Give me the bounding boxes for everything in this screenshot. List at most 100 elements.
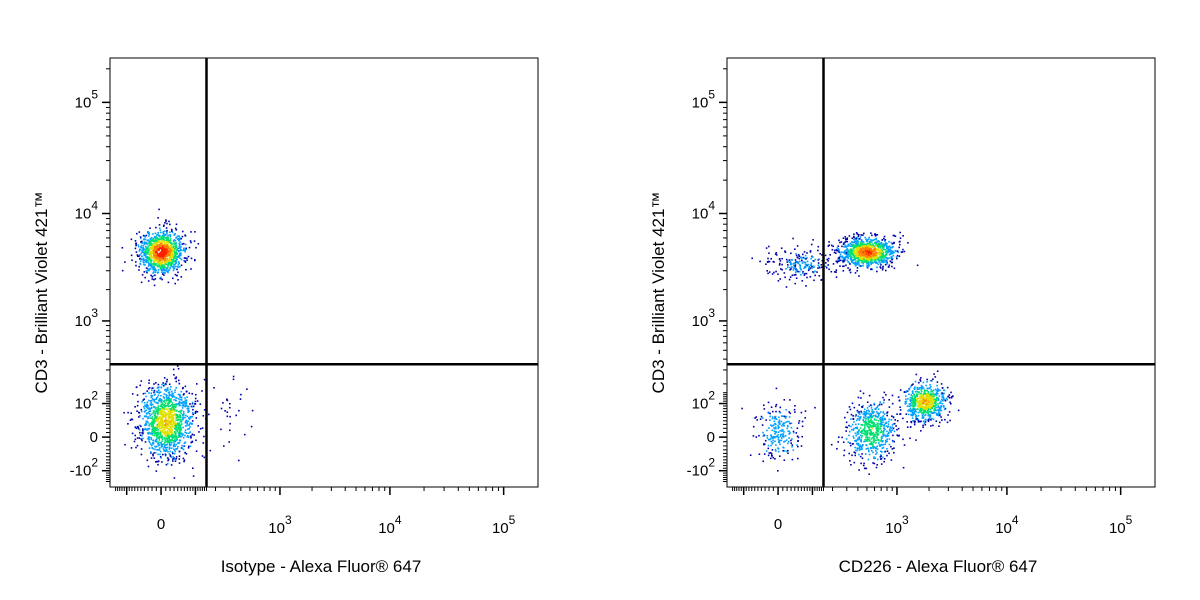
data-point [175, 439, 177, 442]
data-point [939, 412, 941, 415]
data-point [846, 240, 849, 243]
data-point [938, 406, 940, 409]
data-point [856, 409, 859, 412]
data-point [152, 268, 154, 271]
data-point [919, 392, 921, 395]
data-point [154, 232, 157, 235]
data-point [186, 407, 189, 409]
data-point [175, 262, 177, 265]
data-point [937, 413, 939, 415]
data-point [864, 422, 867, 425]
data-point [166, 420, 169, 422]
data-point [163, 436, 166, 439]
data-point [925, 406, 927, 409]
data-point [163, 383, 166, 386]
data-point [845, 240, 847, 243]
data-point [920, 386, 923, 389]
x-tick-exp: 4 [395, 513, 402, 527]
data-point [150, 260, 152, 263]
data-point [158, 253, 161, 255]
data-point [162, 431, 164, 433]
data-point [163, 401, 166, 403]
data-point [160, 422, 162, 424]
data-point [171, 426, 173, 428]
data-point [905, 395, 907, 397]
data-point [798, 255, 801, 257]
data-point [921, 412, 923, 414]
data-point [861, 246, 864, 248]
data-point [175, 456, 178, 458]
data-point [884, 443, 887, 445]
data-point [886, 448, 888, 450]
data-point [150, 274, 152, 277]
data-point [177, 367, 180, 370]
data-point [858, 254, 860, 256]
data-point [893, 451, 895, 454]
data-point [162, 231, 165, 233]
data-point [196, 400, 199, 402]
data-point [835, 252, 837, 254]
y-tick-base: -10 [70, 463, 92, 480]
data-point [929, 401, 932, 404]
data-point [149, 238, 152, 241]
data-point [817, 249, 819, 252]
data-point [801, 257, 803, 259]
data-point [845, 264, 847, 267]
data-point [888, 438, 891, 440]
data-point [874, 415, 877, 418]
data-point [910, 399, 913, 401]
data-point [197, 425, 199, 427]
data-point [175, 416, 177, 418]
data-point [867, 247, 869, 250]
data-point [943, 392, 945, 395]
data-point [171, 436, 173, 439]
data-point [875, 238, 878, 241]
data-point [158, 421, 161, 423]
data-point [872, 412, 874, 414]
data-point [940, 383, 943, 385]
data-point [872, 451, 874, 454]
data-point [832, 263, 835, 265]
data-point [163, 247, 165, 249]
data-point [154, 426, 156, 429]
data-point [150, 413, 153, 416]
data-point [174, 227, 177, 230]
data-point [184, 401, 187, 403]
data-point [862, 418, 865, 421]
data-point [169, 259, 171, 262]
data-point [932, 404, 935, 407]
data-point [171, 407, 174, 410]
data-point [873, 425, 876, 427]
data-point [184, 385, 187, 388]
data-point [165, 447, 167, 449]
data-point [923, 412, 925, 414]
data-point [920, 404, 922, 406]
data-point [157, 453, 159, 456]
data-point [865, 444, 867, 446]
data-point [843, 245, 845, 248]
data-point [182, 426, 184, 429]
data-point [895, 250, 897, 252]
data-point [884, 249, 886, 251]
data-point [226, 415, 229, 418]
data-point [166, 425, 168, 428]
data-point [853, 236, 855, 238]
data-point [177, 436, 179, 438]
data-point [141, 439, 143, 442]
data-point [933, 411, 936, 414]
data-point [865, 258, 867, 261]
data-point [151, 263, 154, 265]
data-point [885, 441, 887, 443]
data-point [160, 386, 163, 389]
data-point [157, 412, 159, 414]
data-point [851, 428, 853, 431]
data-point [874, 253, 877, 255]
data-point [172, 240, 175, 243]
data-point [932, 399, 934, 401]
data-point [867, 409, 870, 412]
data-point [151, 243, 153, 245]
data-point [940, 400, 942, 403]
data-point [830, 244, 833, 247]
data-point [171, 252, 174, 255]
data-point [161, 273, 164, 275]
